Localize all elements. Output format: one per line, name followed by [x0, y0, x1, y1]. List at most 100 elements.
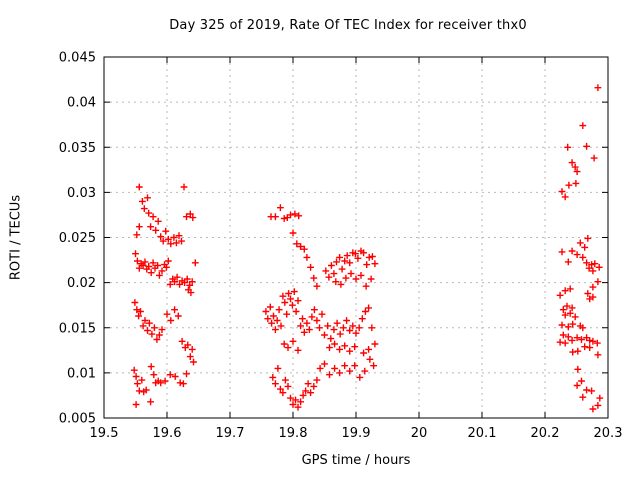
- data-point: [586, 295, 594, 303]
- data-point: [272, 380, 279, 388]
- data-point: [561, 339, 569, 347]
- data-point: [138, 376, 146, 384]
- data-point: [287, 394, 294, 402]
- data-point: [175, 232, 183, 240]
- data-point: [355, 324, 363, 332]
- data-point: [154, 217, 162, 225]
- data-point: [313, 282, 321, 290]
- data-point: [568, 304, 576, 312]
- data-point: [141, 258, 149, 266]
- data-point: [589, 267, 597, 275]
- data-point: [352, 329, 360, 337]
- x-axis-label: GPS time / hours: [301, 453, 411, 468]
- data-point: [324, 322, 332, 330]
- data-point: [171, 306, 178, 314]
- data-point: [310, 274, 318, 282]
- x-tick-label: 19.7: [216, 426, 245, 441]
- data-point: [131, 299, 139, 306]
- data-point: [134, 257, 141, 265]
- data-point: [297, 243, 304, 250]
- data-point: [158, 267, 166, 275]
- data-point: [330, 326, 338, 333]
- data-point: [163, 310, 171, 318]
- x-tick-label: 20: [411, 426, 428, 441]
- data-point: [568, 247, 576, 255]
- data-point: [137, 308, 144, 315]
- data-point: [133, 231, 141, 239]
- data-point: [186, 210, 194, 218]
- data-point: [273, 317, 281, 324]
- data-point: [306, 326, 313, 333]
- data-point: [574, 365, 582, 373]
- data-point: [590, 154, 598, 162]
- data-point: [293, 240, 301, 248]
- x-tick-label: 19.6: [153, 426, 182, 441]
- data-point: [574, 347, 582, 355]
- data-point: [585, 264, 593, 272]
- data-point: [572, 180, 580, 187]
- data-point: [566, 285, 574, 293]
- data-point: [591, 260, 599, 268]
- data-point: [139, 322, 147, 330]
- data-point: [290, 288, 298, 295]
- data-point: [569, 320, 577, 328]
- data-point: [321, 360, 328, 368]
- data-point: [564, 258, 572, 266]
- data-point: [166, 371, 174, 379]
- data-point: [156, 331, 163, 339]
- data-point: [594, 84, 602, 92]
- data-point: [576, 239, 584, 247]
- data-point: [561, 287, 569, 295]
- data-point: [294, 403, 302, 411]
- y-tick-label: 0.045: [59, 51, 96, 66]
- y-tick-label: 0.015: [59, 321, 96, 336]
- data-point: [561, 311, 569, 319]
- data-point: [578, 336, 585, 343]
- data-point: [307, 263, 314, 271]
- data-point: [300, 245, 308, 253]
- data-point: [363, 261, 371, 268]
- data-point: [282, 376, 289, 384]
- data-point: [269, 374, 277, 381]
- data-point: [316, 365, 324, 372]
- data-point: [561, 193, 569, 201]
- data-point: [356, 374, 364, 381]
- data-point: [330, 270, 338, 277]
- data-point: [279, 292, 287, 300]
- data-point: [139, 198, 146, 205]
- data-point: [303, 254, 311, 261]
- data-point: [146, 319, 153, 327]
- data-point: [188, 278, 196, 286]
- data-point: [144, 327, 151, 334]
- data-point: [171, 373, 179, 380]
- data-point: [581, 244, 589, 251]
- data-point: [563, 302, 571, 310]
- data-point: [346, 259, 354, 267]
- data-point: [294, 346, 302, 354]
- data-point: [262, 308, 270, 315]
- data-point: [365, 304, 372, 312]
- x-tick-label: 19.5: [90, 426, 119, 441]
- data-point: [361, 367, 369, 375]
- data-point: [164, 235, 172, 243]
- data-point: [331, 365, 338, 372]
- data-point: [351, 343, 359, 351]
- data-point: [191, 259, 199, 267]
- data-point: [180, 380, 187, 388]
- data-point: [154, 262, 161, 269]
- data-point: [322, 267, 330, 275]
- data-point: [594, 402, 602, 409]
- data-point: [139, 262, 147, 269]
- data-point: [140, 205, 148, 212]
- data-point: [289, 301, 296, 309]
- data-point: [573, 382, 581, 389]
- scatter-points: [130, 84, 604, 413]
- data-point: [277, 385, 284, 393]
- y-tick-label: 0.035: [59, 141, 96, 156]
- data-point: [578, 377, 585, 385]
- data-point: [303, 319, 311, 327]
- data-point: [135, 223, 143, 231]
- data-point: [588, 261, 595, 268]
- data-point: [163, 263, 170, 271]
